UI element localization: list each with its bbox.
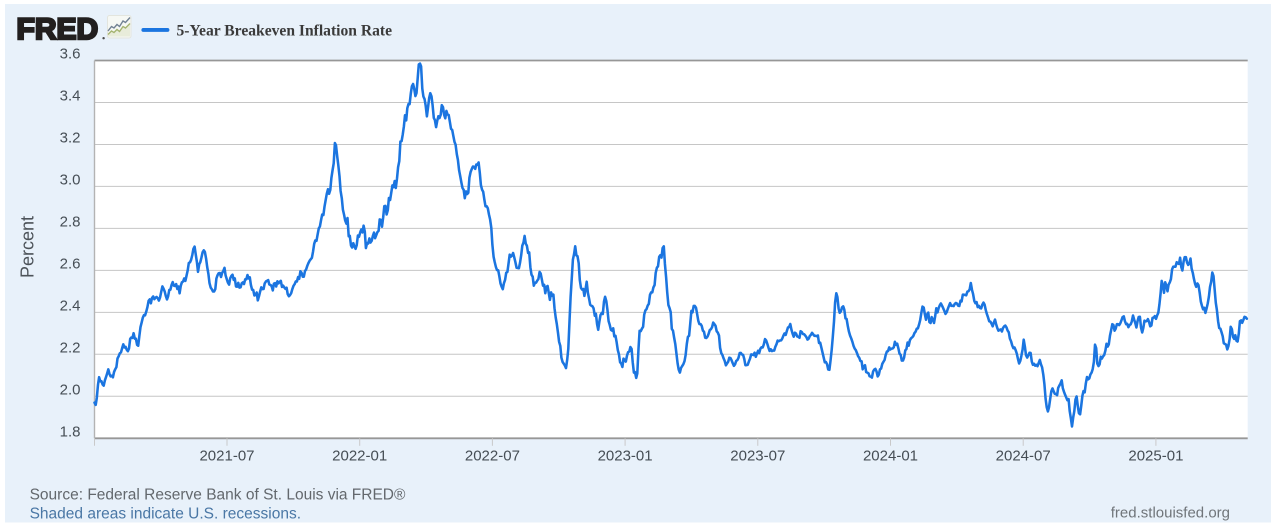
svg-text:FRED: FRED xyxy=(17,13,99,46)
svg-text:2024-07: 2024-07 xyxy=(996,448,1051,465)
svg-text:3.2: 3.2 xyxy=(60,130,81,147)
svg-text:2025-01: 2025-01 xyxy=(1128,448,1183,465)
svg-text:Source: Federal Reserve Bank o: Source: Federal Reserve Bank of St. Loui… xyxy=(30,486,406,503)
svg-text:2024-01: 2024-01 xyxy=(863,448,918,465)
svg-text:2022-07: 2022-07 xyxy=(465,448,520,465)
svg-text:2.8: 2.8 xyxy=(60,213,81,230)
svg-text:2.6: 2.6 xyxy=(60,255,81,272)
svg-text:2.4: 2.4 xyxy=(60,297,81,314)
svg-text:2022-01: 2022-01 xyxy=(332,448,387,465)
svg-text:3.6: 3.6 xyxy=(60,46,81,63)
svg-text:2.0: 2.0 xyxy=(60,381,81,398)
svg-text:2023-07: 2023-07 xyxy=(730,448,785,465)
svg-text:2021-07: 2021-07 xyxy=(199,448,254,465)
svg-text:fred.stlouisfed.org: fred.stlouisfed.org xyxy=(1111,505,1230,522)
svg-text:3.4: 3.4 xyxy=(60,88,81,105)
svg-text:1.8: 1.8 xyxy=(60,423,81,440)
svg-text:3.0: 3.0 xyxy=(60,171,81,188)
svg-text:2023-01: 2023-01 xyxy=(598,448,653,465)
svg-text:2.2: 2.2 xyxy=(60,339,81,356)
svg-text:Percent: Percent xyxy=(18,216,38,278)
svg-text:Shaded areas indicate U.S. rec: Shaded areas indicate U.S. recessions. xyxy=(30,505,301,522)
svg-text:5-Year Breakeven Inflation Rat: 5-Year Breakeven Inflation Rate xyxy=(177,23,393,40)
